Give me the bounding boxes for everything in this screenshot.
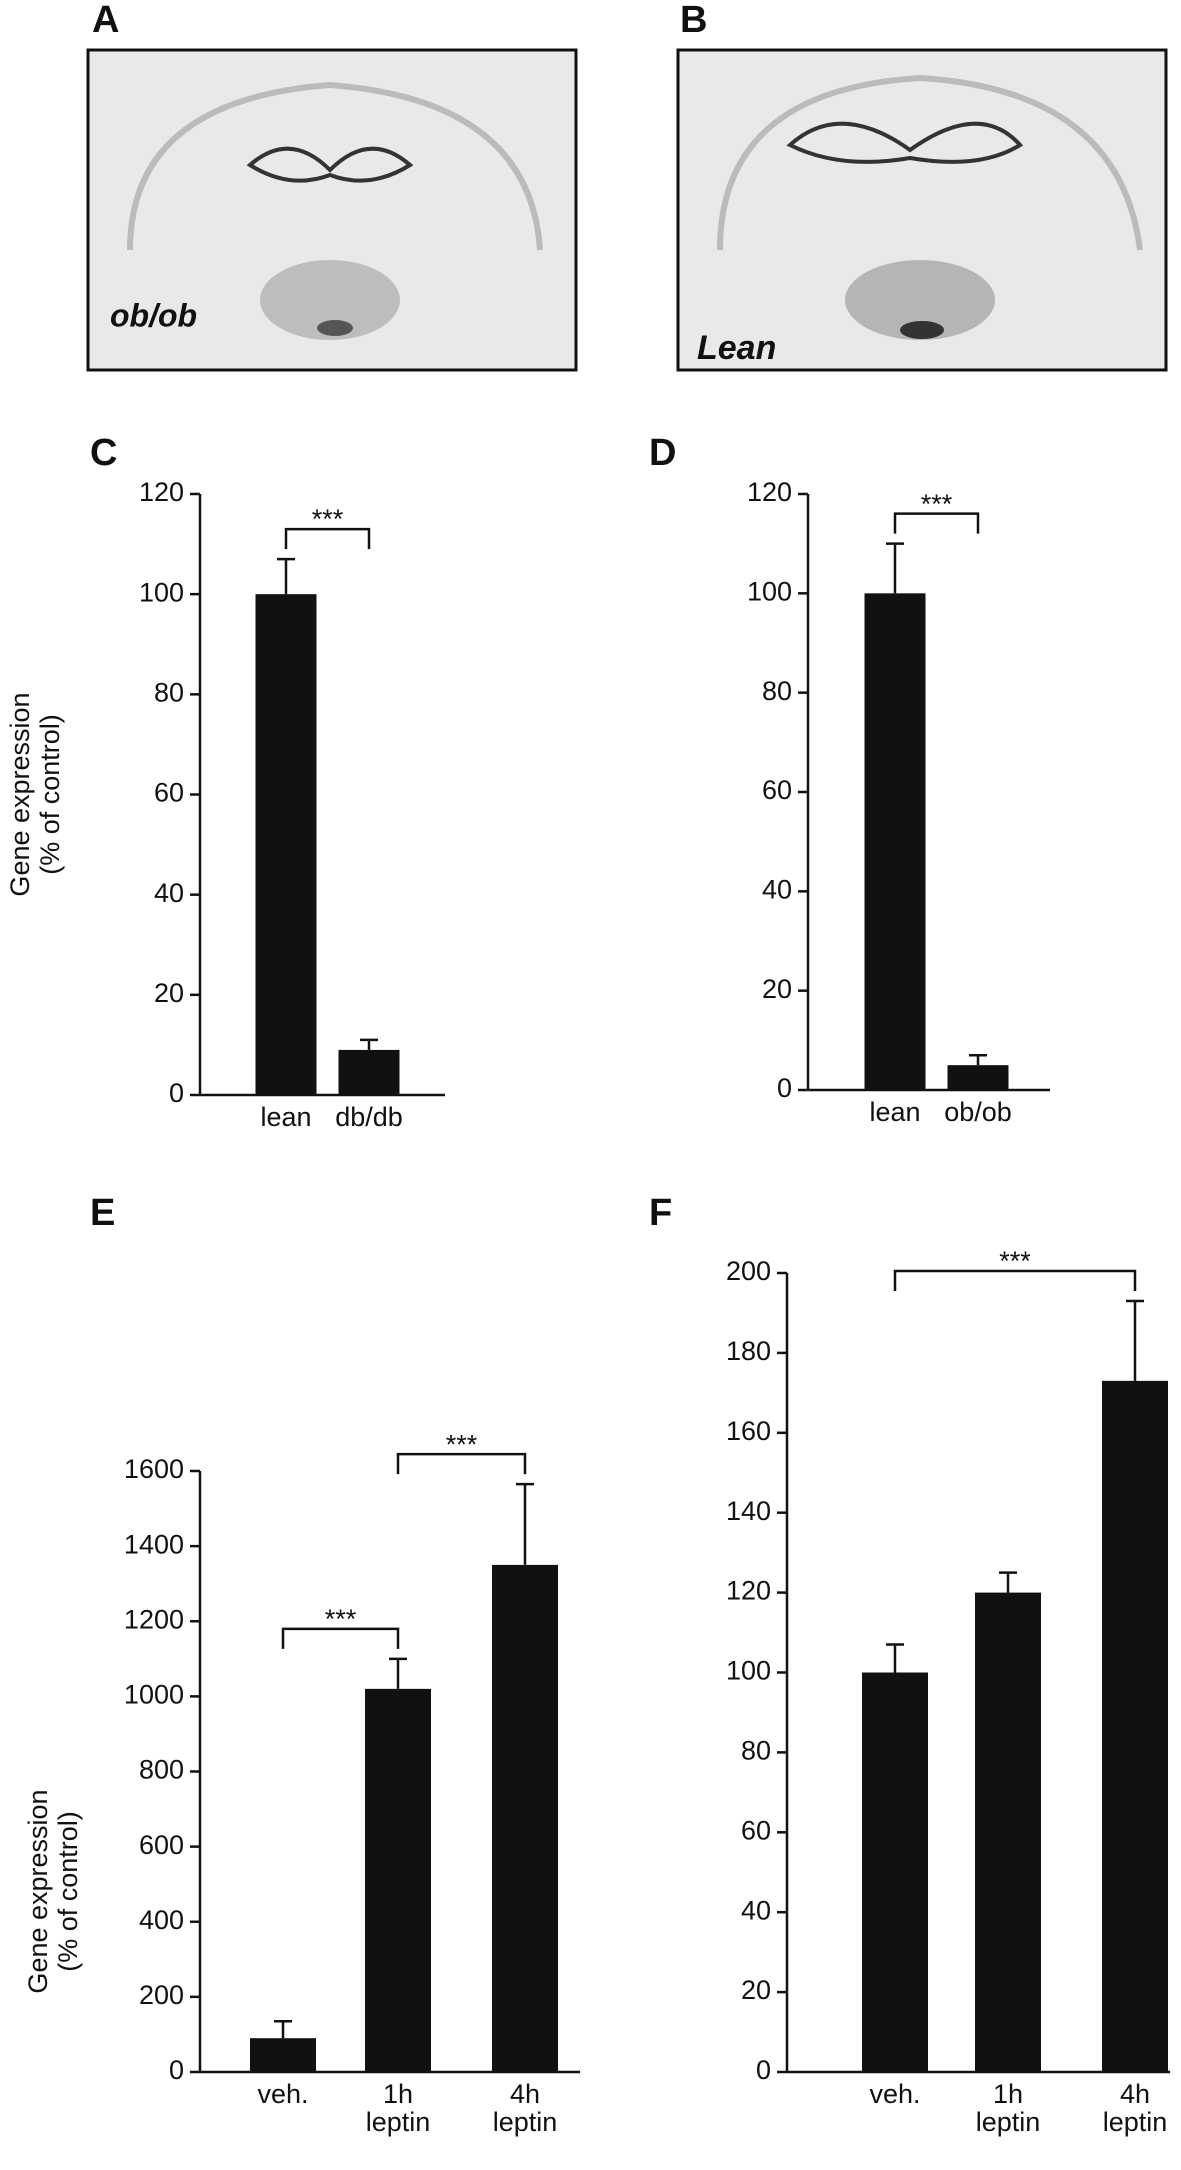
y-axis-label: (% of control) [35,714,65,875]
x-tick-label-box: veh. [257,2080,309,2109]
brain-image-a [86,48,578,372]
bar [250,2038,316,2072]
y-tick-label: 600 [139,1830,184,1860]
y-tick-label: 1400 [124,1529,184,1559]
y-tick-label: 1600 [124,1454,184,1484]
panel-letter: F [649,1192,672,1234]
panel-letter: B [680,0,707,41]
significance-bracket [893,512,980,534]
y-tick-label: 40 [741,1895,771,1925]
significance-bracket [396,1452,527,1475]
x-tick-label-box: 1h leptin [975,2080,1041,2138]
x-tick-label: 4h leptin [492,2080,558,2138]
significance-bracket [893,1269,1137,1291]
bar [255,594,317,1095]
y-tick-label: 100 [747,576,792,606]
significance-label: *** [921,489,953,519]
bar [864,593,926,1090]
significance-label: *** [446,1429,478,1459]
y-tick-label: 40 [154,878,184,908]
significance-bracket [281,1627,400,1649]
panel-letter: A [92,0,119,41]
x-tick-label-box: 4h leptin [1102,2080,1168,2138]
y-tick-label: 80 [762,676,792,706]
y-tick-label: 20 [154,978,184,1008]
y-tick-label: 60 [741,1815,771,1845]
y-tick-label: 60 [154,778,184,808]
y-tick-label: 200 [139,1980,184,2010]
y-tick-label: 80 [741,1736,771,1766]
y-tick-label: 1000 [124,1680,184,1710]
y-tick-label: 200 [726,1256,771,1286]
x-tick-label-box: 1h leptin [365,2080,431,2138]
y-tick-label: 0 [169,2055,184,2085]
x-tick-label: lean [869,1098,921,1127]
y-tick-label: 120 [747,477,792,507]
x-tick-label-box: veh. [869,2080,921,2109]
significance-bracket [284,527,371,550]
y-tick-label: 800 [139,1755,184,1785]
x-tick-label-box: ob/ob [944,1098,1012,1127]
bar [1102,1380,1168,2072]
y-tick-label: 20 [762,974,792,1004]
y-tick-label: 60 [762,775,792,805]
bar [338,1049,400,1095]
x-tick-label: lean [260,1103,312,1132]
significance-label: *** [999,1246,1031,1276]
y-tick-label: 40 [762,874,792,904]
y-tick-label: 120 [726,1576,771,1606]
y-tick-label: 160 [726,1416,771,1446]
y-axis-label: Gene expression [5,692,35,896]
significance-label: *** [312,504,344,534]
bar [947,1065,1009,1090]
y-tick-label: 80 [154,677,184,707]
x-tick-label: db/db [335,1103,403,1132]
y-tick-label: 140 [726,1496,771,1526]
bar [975,1592,1041,2072]
y-tick-label: 0 [169,1078,184,1108]
x-tick-label: ob/ob [944,1098,1012,1127]
y-tick-label: 400 [139,1905,184,1935]
y-axis-label: Gene expression [23,1789,53,1993]
y-tick-label: 100 [139,577,184,607]
y-tick-label: 0 [777,1073,792,1103]
x-tick-label: 1h leptin [365,2080,431,2138]
y-tick-label: 1200 [124,1604,184,1634]
x-tick-label: veh. [869,2080,921,2109]
y-tick-label: 20 [741,1975,771,2005]
image-label: Lean [697,329,776,367]
y-axis-label: (% of control) [53,1811,83,1972]
significance-label: *** [325,1604,357,1634]
x-tick-label: veh. [257,2080,309,2109]
x-tick-label-box: lean [869,1098,921,1127]
x-tick-label: 1h leptin [975,2080,1041,2138]
x-tick-label-box: 4h leptin [492,2080,558,2138]
panel-letter: C [90,432,117,474]
panel-letter: E [90,1192,115,1234]
x-tick-label-box: lean [260,1103,312,1132]
y-tick-label: 0 [756,2055,771,2085]
x-tick-label: 4h leptin [1102,2080,1168,2138]
y-tick-label: 120 [139,477,184,507]
bar [862,1672,928,2072]
y-tick-label: 100 [726,1656,771,1686]
brain-image-b [676,48,1168,372]
image-label: ob/ob [110,297,197,333]
bar [365,1688,431,2072]
x-tick-label-box: db/db [335,1103,403,1132]
panel-letter: D [649,432,676,474]
y-tick-label: 180 [726,1336,771,1366]
bar [492,1564,558,2072]
